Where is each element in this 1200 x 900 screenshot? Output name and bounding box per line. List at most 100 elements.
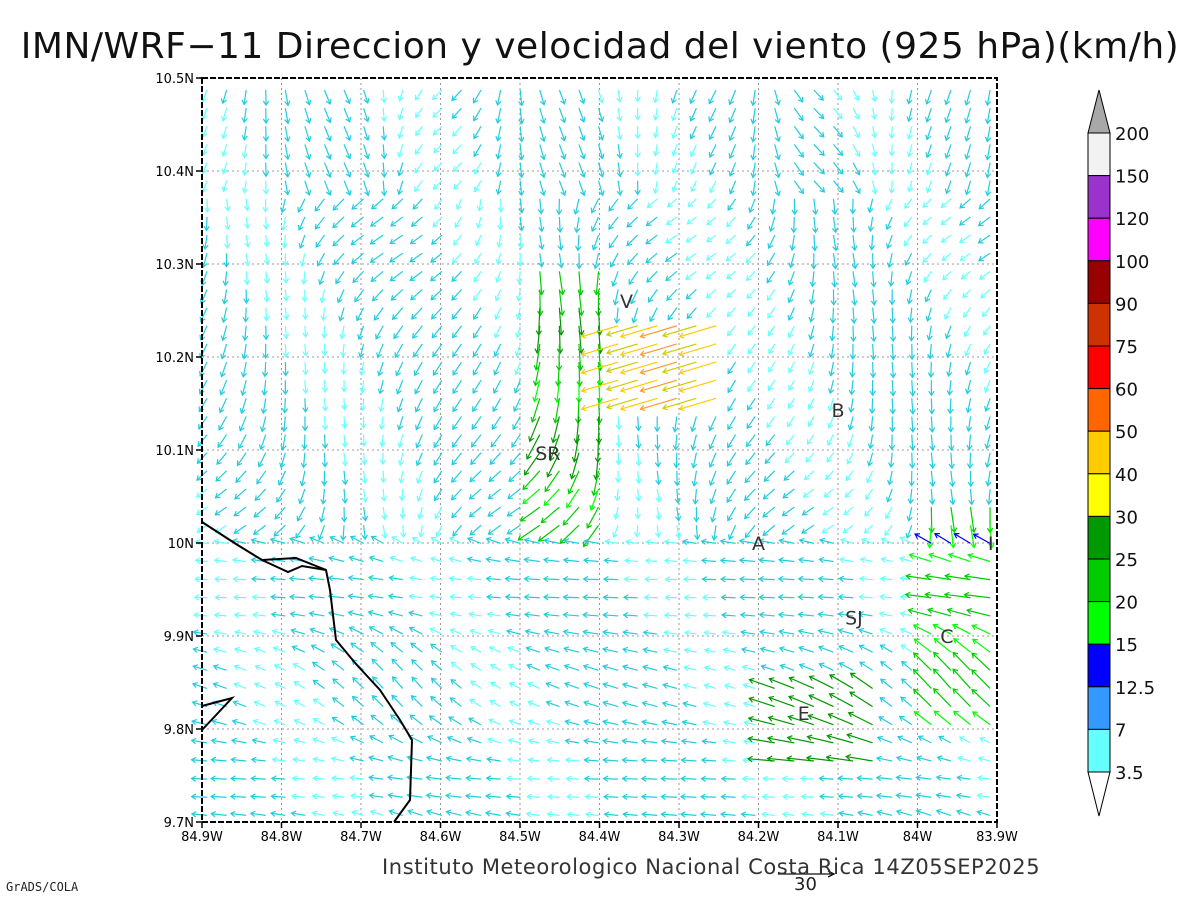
y-tick-label: 10.2N bbox=[155, 351, 194, 366]
wind-vector bbox=[221, 162, 228, 175]
wind-vector bbox=[532, 361, 541, 387]
wind-vector bbox=[199, 343, 208, 359]
wind-vector bbox=[308, 610, 325, 618]
wind-vector bbox=[784, 452, 795, 464]
wind-vector bbox=[232, 700, 247, 708]
wind-vector bbox=[321, 416, 329, 431]
wind-vector bbox=[871, 89, 878, 103]
wind-vector bbox=[282, 307, 290, 321]
wind-vector bbox=[343, 162, 352, 178]
wind-vector bbox=[948, 452, 955, 470]
wind-vector bbox=[368, 625, 384, 635]
wind-vector bbox=[726, 325, 737, 337]
wind-vector bbox=[377, 380, 384, 395]
y-tick-label: 9.9N bbox=[164, 630, 194, 645]
wind-vector bbox=[410, 216, 423, 227]
wind-vector bbox=[363, 126, 370, 142]
wind-vector bbox=[782, 793, 795, 801]
wind-vector bbox=[852, 125, 860, 139]
wind-vector bbox=[393, 325, 404, 340]
wind-vector bbox=[616, 180, 623, 197]
wind-vector bbox=[582, 646, 599, 653]
wind-vector bbox=[495, 162, 502, 178]
wind-vector bbox=[464, 792, 482, 800]
wind-vector bbox=[904, 252, 913, 266]
wind-vector bbox=[842, 524, 854, 534]
wind-vector bbox=[805, 755, 834, 762]
wind-vector bbox=[597, 144, 605, 160]
wind-vector bbox=[671, 126, 678, 140]
place-label: SR bbox=[535, 443, 560, 465]
wind-vector bbox=[959, 252, 971, 262]
wind-vector bbox=[978, 198, 991, 210]
wind-vector bbox=[964, 361, 972, 376]
wind-vector bbox=[614, 488, 621, 502]
wind-vector bbox=[727, 416, 737, 431]
wind-vector bbox=[408, 610, 423, 617]
wind-vector bbox=[494, 289, 502, 302]
wind-vector bbox=[602, 681, 619, 690]
wind-vector bbox=[904, 591, 932, 599]
wind-vector bbox=[808, 307, 815, 323]
wind-vector bbox=[557, 253, 565, 269]
wind-vector bbox=[871, 180, 878, 195]
wind-vector bbox=[476, 198, 484, 212]
wind-vector bbox=[539, 107, 547, 125]
wind-vector bbox=[825, 754, 854, 762]
wind-vector bbox=[314, 216, 325, 230]
wind-vector bbox=[832, 180, 844, 194]
wind-vector bbox=[838, 556, 854, 564]
wind-vector bbox=[602, 738, 619, 745]
wind-vector bbox=[591, 234, 600, 251]
wind-vector bbox=[339, 325, 346, 340]
wind-vector bbox=[312, 775, 325, 782]
wind-vector bbox=[953, 533, 971, 544]
wind-vector bbox=[774, 162, 781, 179]
wind-vector bbox=[327, 575, 345, 582]
wind-vector bbox=[583, 738, 599, 745]
wind-vector bbox=[235, 470, 247, 483]
wind-vector bbox=[831, 271, 838, 288]
wind-vector bbox=[705, 252, 717, 261]
wind-vector bbox=[748, 677, 775, 690]
wind-vector bbox=[783, 470, 795, 481]
wind-vector bbox=[300, 452, 308, 469]
wind-vector bbox=[518, 198, 525, 214]
wind-vector bbox=[797, 628, 815, 635]
wind-vector bbox=[616, 144, 623, 159]
wind-vector bbox=[885, 234, 893, 250]
wind-vector bbox=[564, 719, 580, 726]
wind-vector bbox=[242, 307, 249, 323]
wind-vector bbox=[943, 289, 952, 301]
wind-vector bbox=[627, 198, 639, 210]
wind-vector bbox=[823, 488, 834, 498]
wind-vector bbox=[331, 660, 345, 671]
wind-vector bbox=[645, 216, 658, 227]
wind-vector bbox=[767, 325, 776, 337]
wind-vector bbox=[219, 379, 228, 396]
wind-vector bbox=[952, 710, 971, 726]
wind-vector bbox=[928, 552, 952, 563]
wind-vector bbox=[727, 524, 737, 541]
wind-vector bbox=[450, 488, 462, 501]
wind-vector bbox=[925, 107, 932, 123]
wind-vector bbox=[727, 343, 737, 356]
wind-vector bbox=[710, 506, 717, 523]
wind-vector bbox=[706, 198, 717, 209]
wind-vector bbox=[221, 289, 228, 305]
wind-vector bbox=[396, 416, 404, 431]
wind-vector bbox=[341, 470, 349, 486]
wind-vector bbox=[706, 234, 717, 243]
wind-vector bbox=[671, 180, 678, 193]
wind-vector bbox=[621, 664, 638, 671]
wind-vector bbox=[946, 380, 953, 396]
wind-vector bbox=[879, 644, 893, 653]
wind-vector bbox=[807, 416, 815, 428]
wind-vector bbox=[849, 691, 873, 708]
wind-vector bbox=[414, 162, 423, 174]
wind-vector bbox=[262, 89, 270, 107]
wind-vector bbox=[490, 681, 501, 689]
wind-vector bbox=[750, 108, 757, 125]
wind-vector bbox=[485, 536, 501, 544]
wind-vector bbox=[852, 180, 861, 195]
